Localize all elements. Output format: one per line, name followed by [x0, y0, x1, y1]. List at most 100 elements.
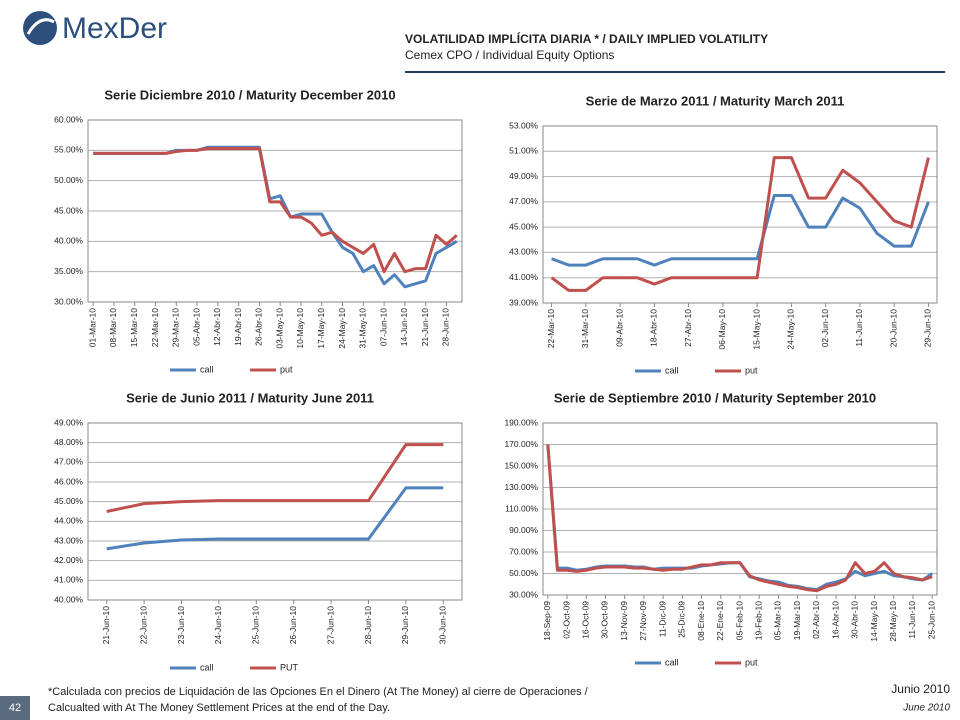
y-tick-label: 41.00% [509, 272, 538, 282]
x-tick-label: 22-Mar-10 [150, 308, 160, 347]
x-tick-label: 05-Feb-10 [734, 601, 744, 640]
x-tick-label: 02-Jun-10 [820, 309, 830, 348]
chart-title: Serie de Septiembre 2010 / Maturity Sept… [554, 390, 876, 405]
date-en: June 2010 [902, 703, 950, 714]
x-tick-label: 28-May-10 [888, 601, 898, 642]
charts: Serie Diciembre 2010 / Maturity December… [54, 87, 938, 672]
logo-swoosh [26, 18, 55, 35]
x-tick-label: 11-Jun-10 [854, 309, 864, 347]
y-tick-label: 51.00% [509, 146, 538, 156]
footnote-line: *Calculada con precios de Liquidación de… [48, 686, 589, 698]
x-tick-label: 15-May-10 [751, 309, 761, 350]
x-tick-label: 17-May-10 [316, 308, 326, 349]
x-tick-label: 18-Sep-09 [542, 601, 552, 641]
y-tick-label: 40.00% [54, 594, 83, 604]
x-tick-label: 19-Feb-10 [753, 601, 763, 640]
y-tick-label: 110.00% [505, 503, 538, 513]
x-tick-label: 25-Dic-09 [677, 601, 687, 638]
x-tick-label: 24-Jun-10 [213, 606, 223, 645]
y-tick-label: 170.00% [504, 439, 538, 449]
legend-label: call [200, 662, 214, 672]
x-tick-label: 28-Jun-10 [363, 606, 373, 645]
x-tick-label: 05-Abr-10 [191, 308, 201, 346]
x-tick-label: 11-Dic-09 [657, 601, 667, 637]
series-line [546, 444, 933, 593]
x-tick-label: 25-Jun-10 [251, 606, 261, 645]
x-tick-label: 20-Jun-10 [888, 309, 898, 348]
series-line [93, 147, 458, 274]
y-tick-label: 30.00% [509, 589, 538, 599]
y-tick-label: 130.00% [504, 482, 538, 492]
x-tick-label: 06-May-10 [717, 309, 727, 350]
x-tick-label: 12-Abr-10 [212, 308, 222, 346]
page-number: 42 [9, 702, 21, 714]
chart-title: Serie de Junio 2011 / Maturity June 2011 [126, 390, 374, 405]
legend-label: PUT [280, 662, 299, 672]
x-tick-label: 27-Jun-10 [325, 606, 335, 645]
logo-icon [23, 11, 57, 45]
x-tick-label: 29-Mar-10 [171, 308, 181, 347]
logo-text: MexDer [62, 12, 167, 45]
y-tick-label: 43.00% [54, 535, 83, 545]
series-line [106, 443, 444, 513]
y-tick-label: 60.00% [54, 114, 83, 124]
page-number-box [0, 696, 30, 720]
x-tick-label: 27-Nov-09 [638, 601, 648, 641]
x-tick-label: 30-Abr-10 [850, 601, 860, 639]
x-tick-label: 02-Abr-10 [811, 601, 821, 639]
x-tick-label: 05-Mar-10 [773, 601, 783, 640]
x-tick-label: 16-Abr-10 [830, 601, 840, 639]
y-tick-label: 45.00% [509, 221, 538, 231]
y-tick-label: 49.00% [54, 417, 83, 427]
y-tick-label: 70.00% [509, 546, 538, 556]
series-line [106, 486, 444, 551]
x-tick-label: 31-May-10 [358, 308, 368, 349]
y-tick-label: 41.00% [54, 575, 83, 585]
x-tick-label: 14-May-10 [869, 601, 879, 642]
series-line [550, 156, 930, 292]
y-tick-label: 40.00% [54, 236, 83, 246]
y-tick-label: 47.00% [54, 457, 83, 467]
date-es: Junio 2010 [891, 682, 950, 696]
x-tick-label: 26-Jun-10 [288, 606, 298, 645]
y-tick-label: 190.00% [504, 417, 538, 427]
legend-label: put [745, 365, 758, 375]
x-tick-label: 24-May-10 [786, 309, 796, 350]
chart-title: Serie de Marzo 2011 / Maturity March 201… [586, 93, 845, 108]
y-tick-label: 53.00% [509, 120, 538, 130]
x-tick-label: 07-Jun-10 [378, 308, 388, 347]
x-tick-label: 11-Jun-10 [907, 601, 917, 639]
y-tick-label: 43.00% [509, 247, 538, 257]
x-tick-label: 28-Jun-10 [441, 308, 451, 347]
y-tick-label: 50.00% [54, 175, 83, 185]
y-tick-label: 44.00% [54, 516, 83, 526]
x-tick-label: 09-Abr-10 [614, 309, 624, 347]
x-tick-label: 21-Jun-10 [420, 308, 430, 347]
y-tick-label: 55.00% [54, 145, 83, 155]
plot-border [542, 125, 938, 304]
x-tick-label: 19-Abr-10 [233, 308, 243, 346]
y-tick-label: 49.00% [509, 171, 538, 181]
x-tick-label: 22-Mar-10 [546, 309, 556, 348]
legend-label: put [745, 657, 758, 667]
y-tick-label: 90.00% [509, 525, 538, 535]
y-tick-label: 42.00% [54, 555, 83, 565]
x-tick-label: 19-Mar-10 [792, 601, 802, 640]
x-tick-label: 29-Jun-10 [923, 309, 933, 348]
legend-label: call [200, 364, 214, 374]
y-tick-label: 150.00% [504, 460, 538, 470]
x-tick-label: 26-Abr-10 [254, 308, 264, 346]
y-tick-label: 30.00% [54, 296, 83, 306]
legend-label: call [665, 365, 679, 375]
y-tick-label: 45.00% [54, 205, 83, 215]
x-tick-label: 27-Abr-10 [683, 309, 693, 347]
y-tick-label: 35.00% [54, 266, 83, 276]
x-tick-label: 22-Jun-10 [138, 606, 148, 645]
x-tick-label: 23-Jun-10 [176, 606, 186, 645]
x-tick-label: 31-Mar-10 [580, 309, 590, 348]
x-tick-label: 08-Ene-10 [696, 601, 706, 641]
x-tick-label: 16-Oct-09 [580, 601, 590, 639]
legend-label: put [280, 364, 293, 374]
plot-border [87, 422, 463, 601]
